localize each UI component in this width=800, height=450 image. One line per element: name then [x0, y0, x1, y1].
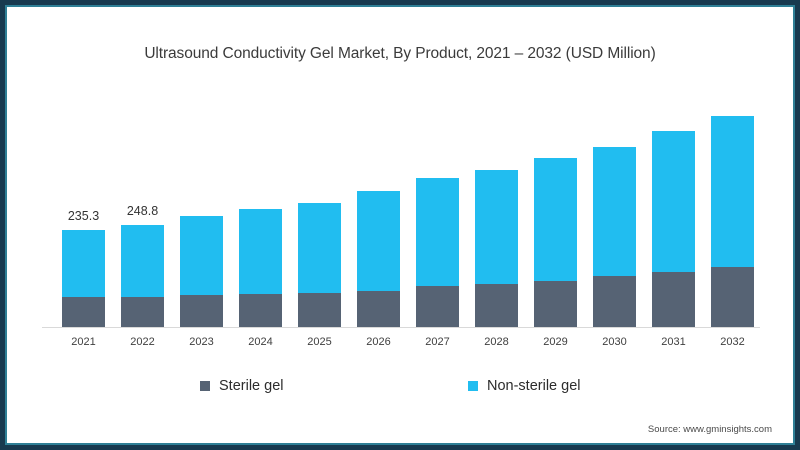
chart-legend: Sterile gel Non-sterile gel [0, 378, 800, 400]
x-axis-tick-2021: 2021 [71, 336, 96, 348]
bar-column-2021[interactable] [62, 230, 105, 327]
bar-segment-non-sterile-gel-2026[interactable] [357, 190, 400, 292]
bar-segment-sterile-gel-2031[interactable] [652, 271, 695, 327]
bar-segment-non-sterile-gel-2021[interactable] [62, 230, 105, 298]
bar-segment-non-sterile-gel-2024[interactable] [239, 208, 282, 295]
bar-column-2022[interactable] [121, 224, 164, 327]
bar-column-2030[interactable] [593, 146, 636, 327]
source-credit: Source: www.gminsights.com [647, 424, 772, 435]
bar-segment-sterile-gel-2027[interactable] [416, 286, 459, 327]
legend-swatch-non-sterile-gel [468, 381, 478, 391]
bar-column-2027[interactable] [416, 178, 459, 327]
bar-segment-sterile-gel-2025[interactable] [298, 293, 341, 327]
bar-segment-non-sterile-gel-2028[interactable] [475, 170, 518, 285]
legend-item-non-sterile-gel[interactable]: Non-sterile gel [468, 378, 581, 394]
bar-segment-non-sterile-gel-2031[interactable] [652, 131, 695, 272]
x-axis-tick-2030: 2030 [602, 336, 627, 348]
bar-column-2031[interactable] [652, 131, 695, 327]
bar-value-label-2022: 248.8 [126, 203, 159, 218]
x-axis-tick-2023: 2023 [189, 336, 214, 348]
bar-column-2028[interactable] [475, 170, 518, 327]
legend-item-sterile-gel[interactable]: Sterile gel [200, 378, 283, 394]
bar-segment-sterile-gel-2021[interactable] [62, 297, 105, 327]
bar-segment-non-sterile-gel-2023[interactable] [180, 216, 223, 296]
bar-segment-sterile-gel-2029[interactable] [534, 281, 577, 327]
bar-segment-sterile-gel-2022[interactable] [121, 297, 164, 327]
legend-swatch-sterile-gel [200, 381, 210, 391]
bar-segment-sterile-gel-2026[interactable] [357, 291, 400, 327]
x-axis-tick-2027: 2027 [425, 336, 450, 348]
bar-column-2032[interactable] [711, 116, 754, 327]
x-axis-tick-2024: 2024 [248, 336, 273, 348]
bar-segment-sterile-gel-2030[interactable] [593, 276, 636, 327]
x-axis-tick-2022: 2022 [130, 336, 155, 348]
bar-segment-sterile-gel-2032[interactable] [711, 266, 754, 327]
bar-segment-non-sterile-gel-2025[interactable] [298, 202, 341, 294]
x-axis-tick-2026: 2026 [366, 336, 391, 348]
bar-column-2024[interactable] [239, 208, 282, 327]
x-axis-tick-2029: 2029 [543, 336, 568, 348]
bar-segment-non-sterile-gel-2027[interactable] [416, 178, 459, 287]
legend-label-non-sterile-gel: Non-sterile gel [487, 378, 581, 394]
bar-segment-non-sterile-gel-2022[interactable] [121, 224, 164, 298]
x-axis-tick-2032: 2032 [720, 336, 745, 348]
bar-column-2029[interactable] [534, 157, 577, 327]
x-axis-tick-2031: 2031 [661, 336, 686, 348]
bar-segment-non-sterile-gel-2030[interactable] [593, 146, 636, 277]
x-axis-line [42, 327, 760, 328]
bar-column-2025[interactable] [298, 202, 341, 327]
bar-segment-sterile-gel-2028[interactable] [475, 284, 518, 327]
chart-title: Ultrasound Conductivity Gel Market, By P… [144, 45, 656, 62]
bar-value-label-2021: 235.3 [67, 209, 100, 224]
x-axis-tick-2028: 2028 [484, 336, 509, 348]
bar-segment-non-sterile-gel-2029[interactable] [534, 157, 577, 282]
bar-segment-sterile-gel-2023[interactable] [180, 295, 223, 327]
legend-label-sterile-gel: Sterile gel [219, 378, 284, 394]
bar-column-2026[interactable] [357, 190, 400, 327]
bar-segment-non-sterile-gel-2032[interactable] [711, 116, 754, 267]
bar-segment-sterile-gel-2024[interactable] [239, 294, 282, 327]
bar-column-2023[interactable] [180, 216, 223, 327]
x-axis-tick-2025: 2025 [307, 336, 332, 348]
